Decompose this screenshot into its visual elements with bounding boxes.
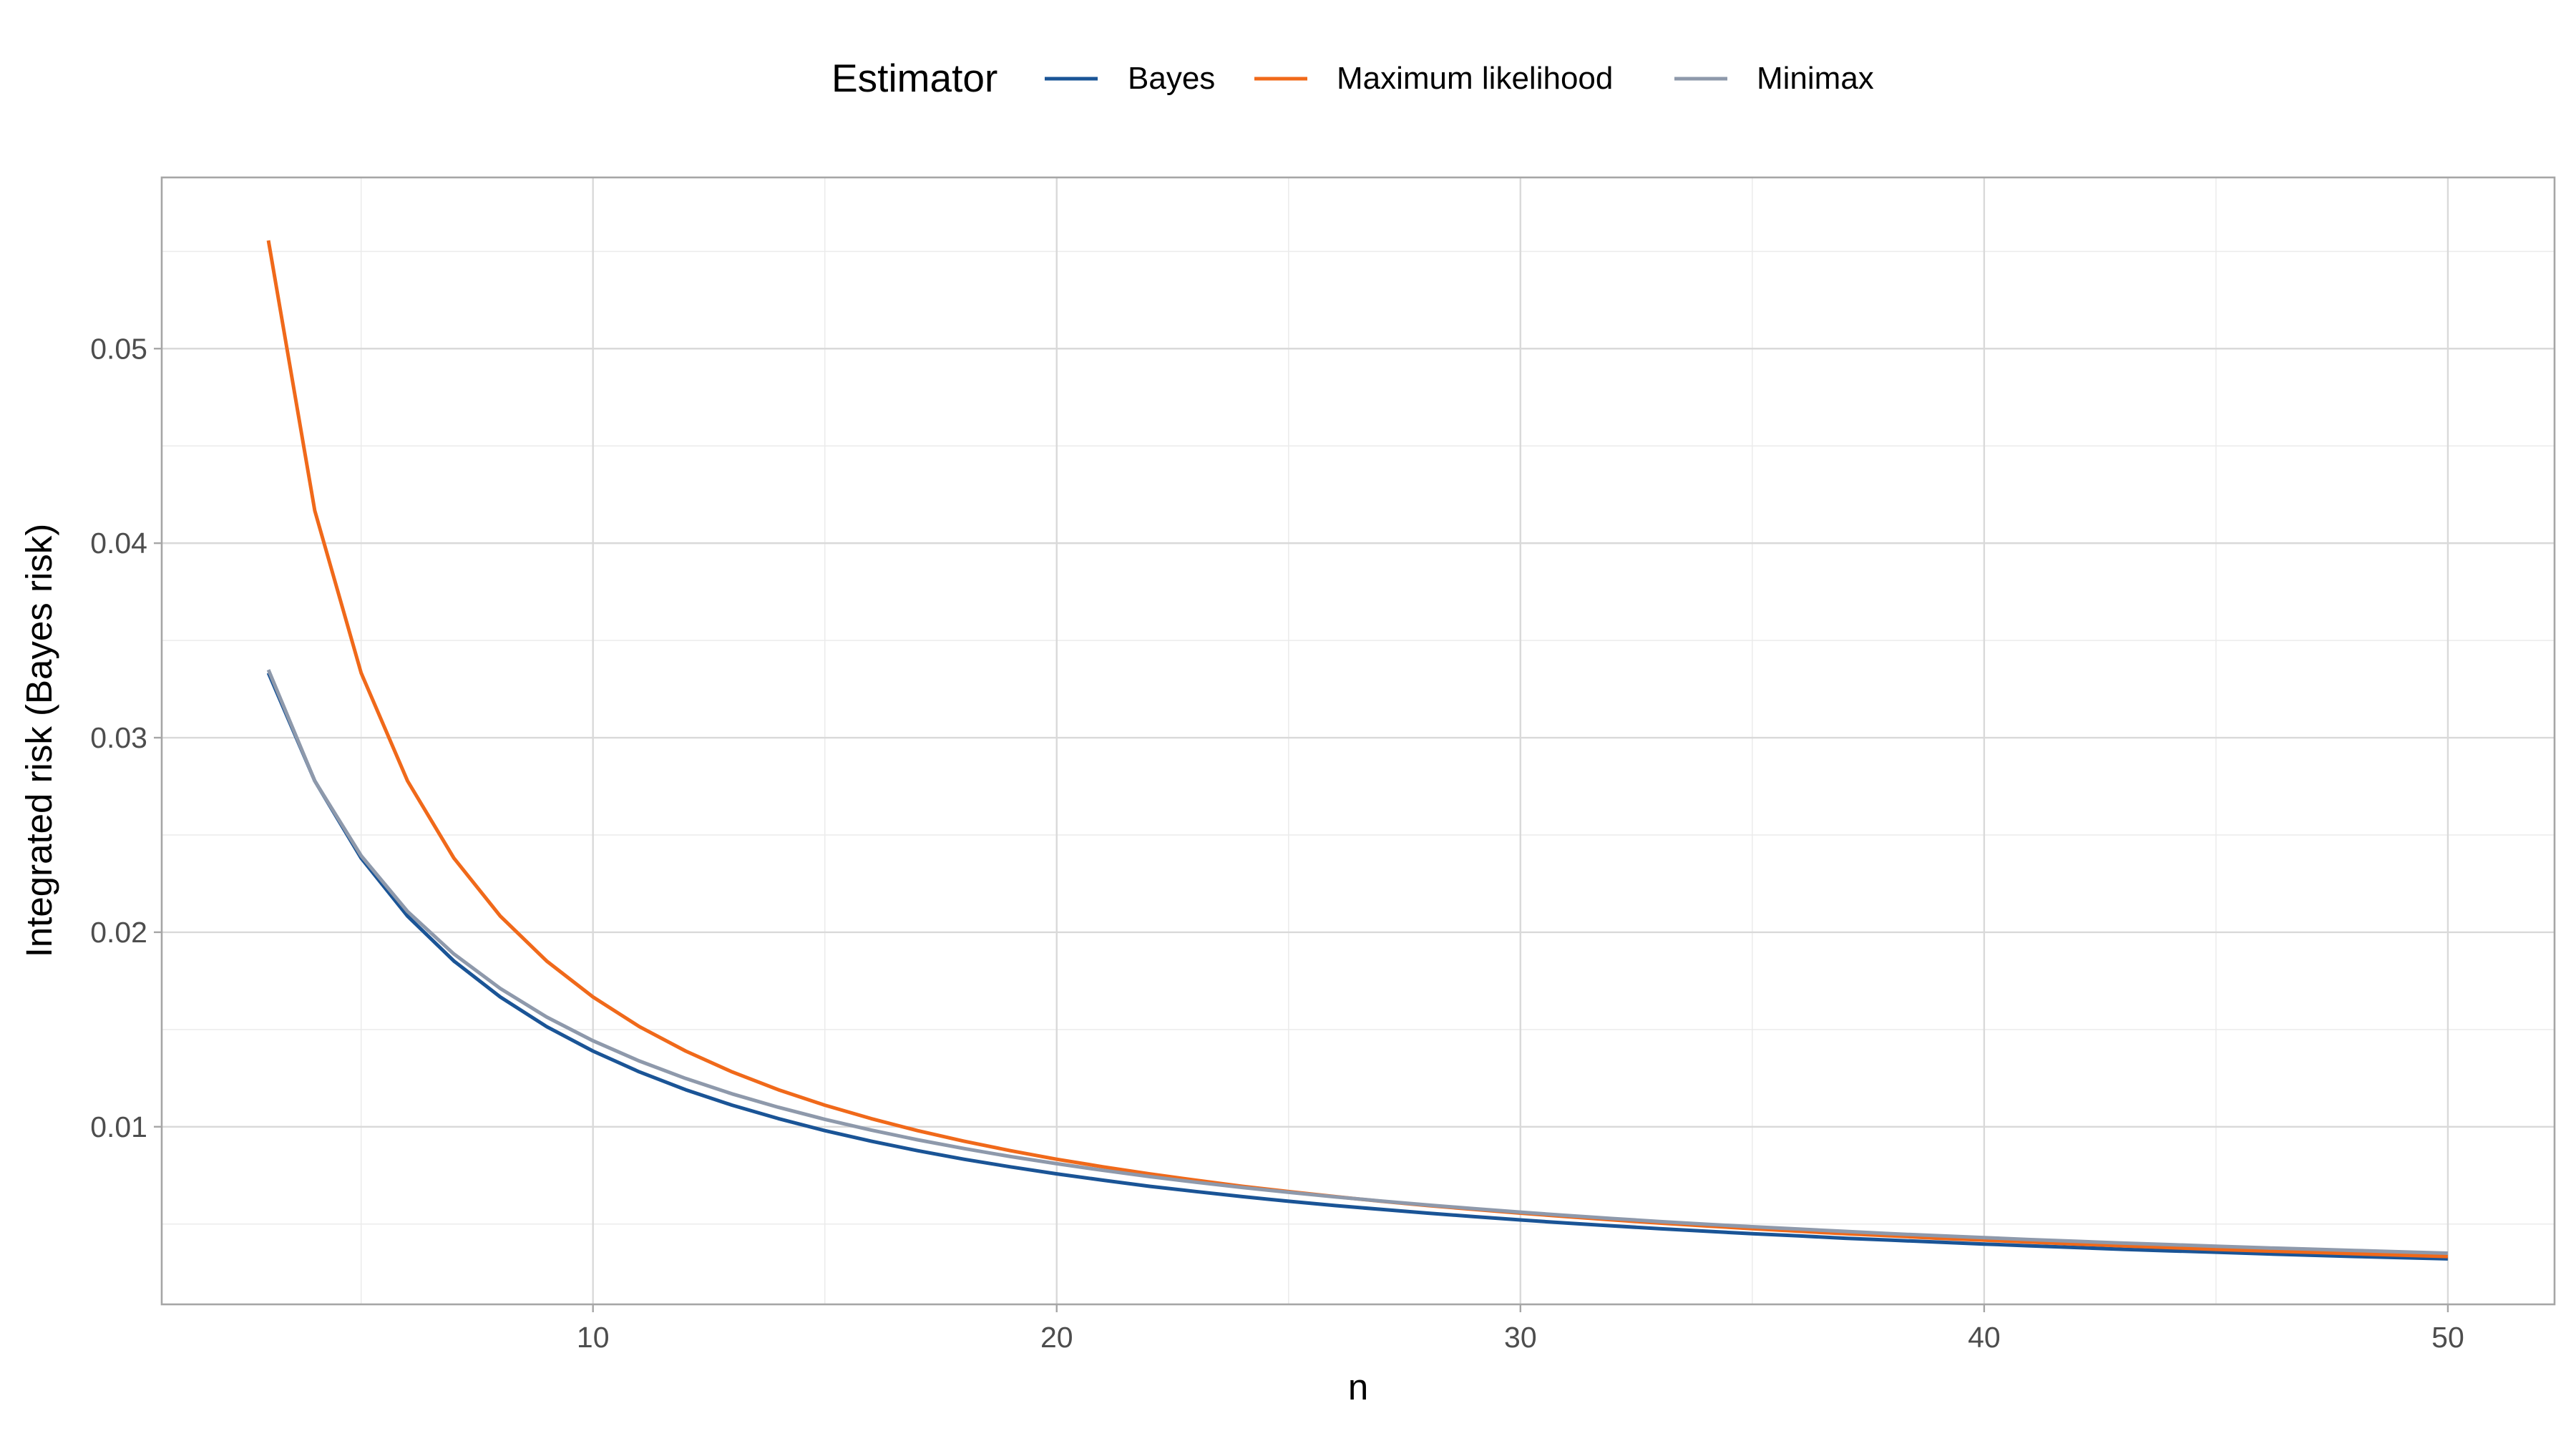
legend-title: Estimator — [831, 56, 997, 100]
major-gridlines — [162, 177, 2555, 1304]
y-tick-label: 0.02 — [90, 916, 147, 949]
legend-label-minimax: Minimax — [1757, 61, 1874, 96]
y-axis-ticks: 0.01 0.02 0.03 0.04 0.05 — [90, 332, 162, 1143]
series-lines — [266, 240, 2448, 1261]
series-line-bayes — [266, 672, 2448, 1261]
y-tick-label: 0.03 — [90, 721, 147, 754]
x-axis-title: n — [1348, 1367, 1368, 1407]
x-tick-label: 10 — [577, 1321, 610, 1354]
panel-border — [160, 176, 2556, 1306]
legend-label-bayes: Bayes — [1128, 61, 1215, 96]
legend: Estimator Bayes Maximum likelihood Minim… — [831, 56, 1874, 100]
series-line-minimax — [266, 669, 2448, 1255]
y-tick-label: 0.04 — [90, 527, 147, 560]
y-tick-label: 0.05 — [90, 332, 147, 365]
x-axis-ticks: 10 20 30 40 50 — [577, 1304, 2464, 1354]
x-tick-label: 40 — [1968, 1321, 2001, 1354]
minor-gridlines — [162, 177, 2555, 1304]
y-tick-label: 0.01 — [90, 1110, 147, 1143]
legend-label-maximum-likelihood: Maximum likelihood — [1337, 61, 1613, 96]
x-tick-label: 30 — [1504, 1321, 1537, 1354]
y-axis-title: Integrated risk (Bayes risk) — [19, 524, 59, 958]
x-tick-label: 20 — [1040, 1321, 1073, 1354]
x-tick-label: 50 — [2431, 1321, 2464, 1354]
